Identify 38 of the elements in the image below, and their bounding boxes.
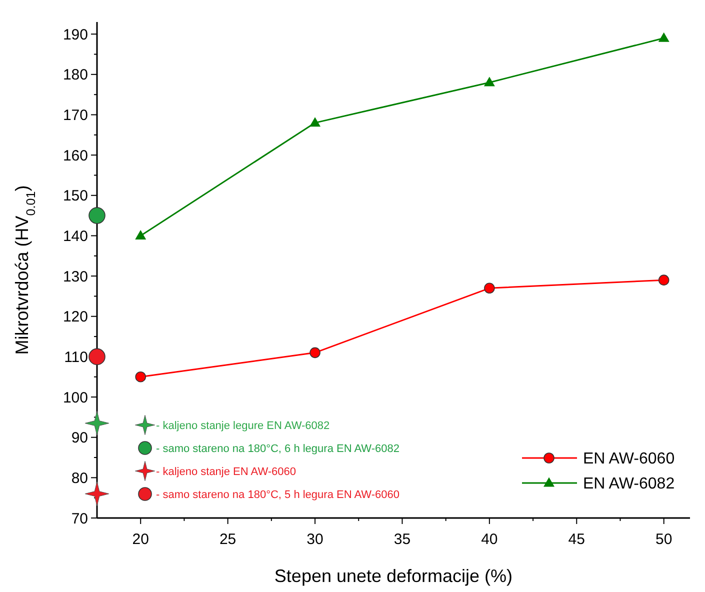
point xyxy=(88,348,106,366)
y-tick-label: 80 xyxy=(71,470,88,487)
legend-label: - samo stareno na 180°C, 5 h legura EN AW-6060 xyxy=(156,488,400,501)
x-tick-label: 30 xyxy=(306,531,324,548)
point xyxy=(658,274,670,286)
x-tick-label: 50 xyxy=(655,531,672,548)
y-tick-label: 70 xyxy=(71,510,88,528)
x-axis-title: Stepen unete deformacije (%) xyxy=(274,566,513,586)
point xyxy=(135,371,146,382)
y-tick-label: 90 xyxy=(71,430,88,447)
y-tick-label: 170 xyxy=(62,107,88,124)
point xyxy=(310,117,321,127)
legend-label: - kaljeno stanje legure EN AW-6082 xyxy=(156,420,330,432)
point xyxy=(135,230,146,240)
y-tick-label: 180 xyxy=(62,66,88,84)
x-tick-label: 40 xyxy=(481,531,498,548)
point xyxy=(88,207,106,224)
legend-label: EN AW-6060 xyxy=(583,450,675,468)
point xyxy=(310,347,320,358)
y-tick-label: 150 xyxy=(62,188,88,205)
y-tick-label: 120 xyxy=(62,308,88,326)
point xyxy=(84,482,110,506)
legend-label: - samo stareno na 180°C, 6 h legura EN AW-6082 xyxy=(156,442,400,455)
y-tick-label: 190 xyxy=(62,26,88,44)
point xyxy=(658,32,670,42)
point xyxy=(484,282,495,294)
point xyxy=(484,76,495,86)
legend-label: EN AW-6082 xyxy=(583,476,675,493)
x-tick-label: 35 xyxy=(394,531,411,548)
y-tick-label: 130 xyxy=(62,268,88,286)
x-tick-label: 25 xyxy=(219,531,236,548)
y-tick-label: 140 xyxy=(62,228,88,245)
y-tick-label: 160 xyxy=(62,147,88,164)
y-tick-label: 110 xyxy=(64,348,88,366)
legend-label: - kaljeno stanje EN AW-6060 xyxy=(156,466,296,478)
x-tick-label: 20 xyxy=(132,531,149,548)
y-tick-label: 100 xyxy=(62,389,88,406)
x-tick-label: 45 xyxy=(568,531,585,548)
